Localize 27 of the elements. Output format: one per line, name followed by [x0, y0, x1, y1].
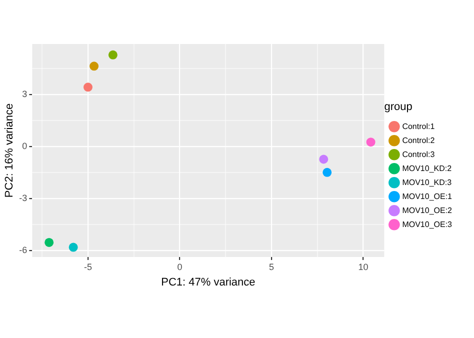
- legend-label: MOV10_OE:1: [402, 192, 453, 201]
- x-tick-label: 10: [358, 262, 368, 272]
- point: [322, 168, 332, 177]
- legend-label: Control:2: [402, 136, 436, 145]
- x-tick-label: -5: [84, 262, 92, 272]
- legend-label: MOV10_KD:2: [402, 164, 452, 173]
- legend-label: MOV10_OE:2: [402, 206, 453, 215]
- y-tick-label: -3: [19, 193, 28, 204]
- x-tick-label: 0: [177, 262, 182, 272]
- x-tick-label: 5: [269, 262, 274, 272]
- point: [366, 138, 376, 147]
- y-tick-label: -6: [19, 245, 28, 256]
- y-axis-title: PC2: 16% variance: [4, 103, 16, 198]
- y-tick-label: 0: [22, 141, 28, 152]
- legend-label: MOV10_KD:3: [402, 178, 452, 187]
- point: [108, 50, 118, 60]
- legend-label: MOV10_OE:3: [402, 220, 453, 229]
- y-tick-label: 3: [22, 89, 28, 100]
- legend-label: Control:3: [402, 150, 436, 159]
- point: [83, 82, 92, 92]
- point: [44, 238, 54, 247]
- point: [68, 242, 78, 252]
- point: [319, 154, 328, 164]
- legend-title: group: [384, 100, 412, 113]
- point: [90, 62, 99, 71]
- legend-label: Control:1: [402, 122, 436, 131]
- x-axis-title: PC1: 47% variance: [161, 276, 256, 288]
